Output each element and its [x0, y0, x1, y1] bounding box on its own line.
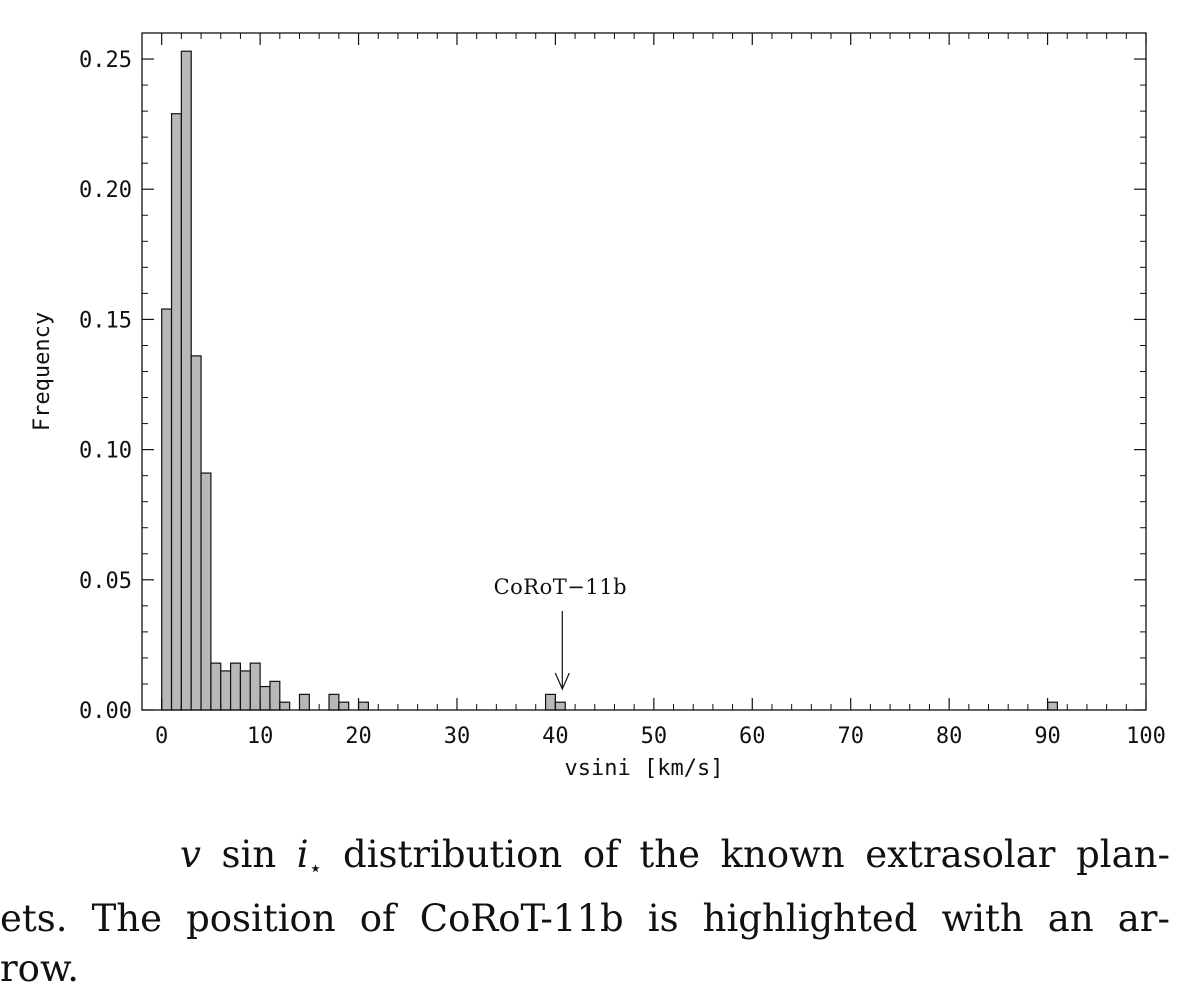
- x-tick-label: 50: [641, 724, 668, 749]
- caption-line-3: row.: [0, 947, 80, 991]
- histogram-bars: [161, 50, 1059, 711]
- x-tick-label: 30: [444, 724, 471, 749]
- x-tick-label: 20: [345, 724, 372, 749]
- histogram-bar-8: [239, 670, 251, 711]
- vsini-histogram-chart: 0 10 20 30 40 50 60 70 80 90 100 0.000.050.100.150…: [30, 32, 1166, 781]
- plot-frame: [141, 32, 1147, 711]
- histogram-bar-20: [357, 701, 369, 711]
- x-tick-label: 80: [936, 724, 963, 749]
- histogram-bar-4: [200, 472, 212, 711]
- histogram-bar-10: [259, 685, 271, 711]
- histogram-bar-9: [249, 662, 261, 711]
- x-tick-label: 40: [542, 724, 569, 749]
- y-tick-label: 0.10: [79, 439, 132, 464]
- caption-line-1: v sin i⋆ distribution of the known extra…: [0, 830, 1170, 894]
- caption-math-i: i: [296, 833, 309, 876]
- y-axis-label: Frequency: [30, 312, 55, 431]
- caption-line-2: ets. The position of CoRoT-11b is highli…: [0, 897, 1170, 941]
- y-tick-label: 0.15: [79, 308, 132, 333]
- histogram-bar-90: [1046, 701, 1059, 711]
- y-tick-label: 0.20: [79, 178, 132, 203]
- histogram-bar-11: [269, 680, 281, 711]
- histogram-bar-18: [338, 701, 350, 711]
- caption-math-star: ⋆: [308, 856, 323, 882]
- histogram-bar-3: [190, 355, 202, 711]
- histogram-bar-2: [180, 50, 192, 711]
- x-tick-label: 60: [739, 724, 766, 749]
- x-axis-label: vsini [km/s]: [565, 756, 724, 781]
- y-axis-ticks: 0.00 0.05 0.10 0.15 0.20 0.25: [79, 48, 1146, 724]
- histogram-bar-40: [554, 701, 566, 711]
- x-tick-label: 70: [837, 724, 864, 749]
- x-tick-label: 0: [155, 724, 168, 749]
- y-tick-label: 0.00: [79, 699, 132, 724]
- histogram-bar-5: [210, 662, 222, 711]
- annotations: CoRoT−11b: [494, 575, 627, 691]
- corot-11b-label: CoRoT−11b: [494, 575, 627, 599]
- histogram-bar-0: [161, 308, 173, 711]
- x-tick-label: 90: [1034, 724, 1061, 749]
- histogram-bar-14: [298, 693, 310, 711]
- histogram-bar-1: [170, 113, 182, 711]
- y-tick-label: 0.05: [79, 569, 132, 594]
- caption-math-sin: sin: [221, 833, 277, 876]
- x-tick-label: 10: [247, 724, 274, 749]
- histogram-bar-7: [229, 662, 242, 711]
- histogram-bar-12: [279, 701, 291, 711]
- caption-math-v: v: [180, 833, 201, 876]
- caption-text-1: distribution of the known extrasolar pla…: [343, 833, 1170, 876]
- histogram-bar-6: [220, 670, 232, 711]
- figure-caption: v sin i⋆ distribution of the known extra…: [0, 830, 1170, 994]
- histogram-bar-39: [544, 693, 557, 711]
- y-tick-label: 0.25: [79, 48, 132, 73]
- corot-11b-arrowhead: [554, 672, 570, 691]
- x-axis-ticks: 0 10 20 30 40 50 60 70 80 90 100: [155, 33, 1166, 749]
- x-tick-label: 100: [1126, 724, 1166, 749]
- histogram-bar-17: [328, 693, 340, 711]
